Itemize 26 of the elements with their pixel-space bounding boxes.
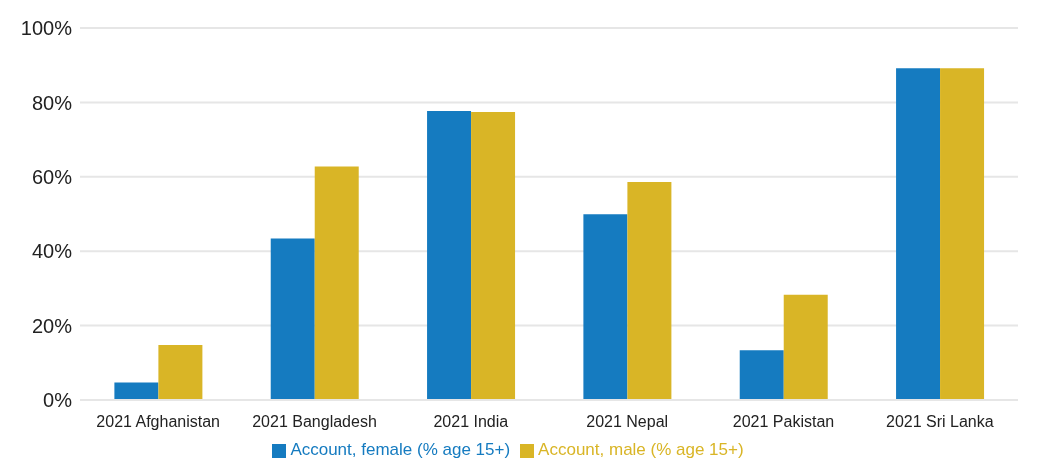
bar (583, 214, 628, 400)
legend-label: Account, male (% age 15+) (538, 440, 744, 459)
y-tick-label: 60% (31, 165, 73, 188)
y-tick-label: 80% (31, 91, 73, 114)
bar (627, 182, 672, 400)
y-tick-label: 40% (31, 240, 73, 263)
x-tick-label: 2021 Afghanistan (96, 413, 220, 431)
bar (940, 68, 985, 400)
x-tick-label: 2021 Nepal (586, 413, 669, 431)
bar (739, 350, 784, 400)
y-tick-label: 100% (20, 17, 73, 40)
bar (896, 68, 941, 400)
bar (158, 344, 203, 400)
bar (114, 382, 159, 400)
x-tick-label: 2021 Pakistan (732, 413, 835, 431)
y-tick-label: 20% (31, 314, 73, 337)
bar (471, 112, 516, 400)
y-tick-label: 0% (43, 389, 73, 412)
legend-label: Account, female (% age 15+) (290, 440, 511, 459)
x-tick-label: 2021 Bangladesh (252, 413, 377, 431)
x-tick-label: 2021 Sri Lanka (886, 413, 994, 431)
x-tick-label: 2021 India (433, 413, 509, 431)
bar (270, 238, 315, 400)
bar (314, 166, 359, 400)
bar (427, 110, 472, 400)
bar (783, 294, 828, 400)
